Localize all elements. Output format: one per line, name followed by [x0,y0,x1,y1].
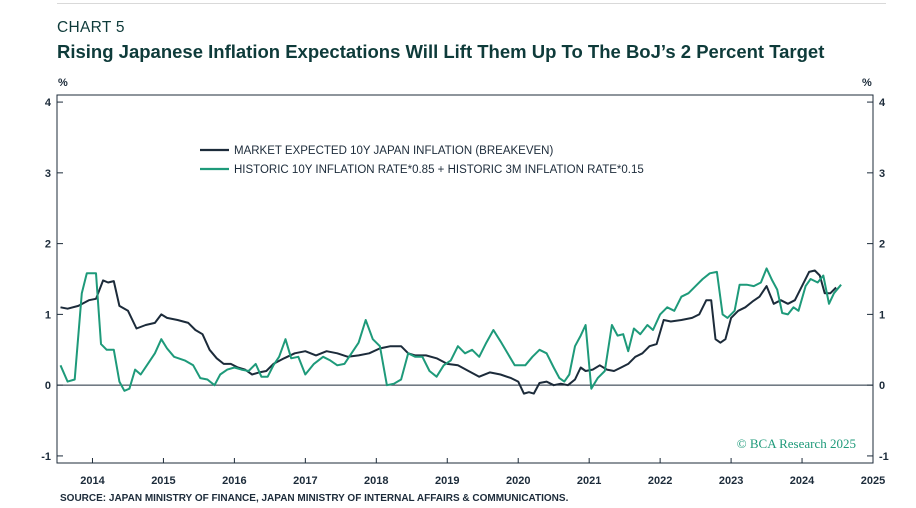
chart-title: Rising Japanese Inflation Expectations W… [57,41,825,62]
y-tick-label-left: -1 [41,451,51,463]
x-tick-label: 2018 [364,475,388,487]
y-tick-label-right: 1 [879,309,885,321]
x-tick-label: 2015 [151,475,175,487]
y-tick-label-left: 0 [45,380,51,392]
y-tick-label-right: 4 [879,97,886,109]
series-line-breakeven [60,269,837,395]
x-tick-label: 2020 [506,475,530,487]
legend-label-breakeven: MARKET EXPECTED 10Y JAPAN INFLATION (BRE… [234,145,553,157]
top-rule [57,3,886,4]
x-tick-label: 2017 [293,475,317,487]
x-tick-label: 2025 [861,475,885,487]
plot-frame [56,94,874,464]
series-lines [59,267,842,395]
y-tick-label-left: 4 [45,97,52,109]
x-tick-label: 2024 [790,475,815,487]
y-axis-ticks: -1 -1 0 0 1 1 2 2 3 3 4 4 [41,97,889,463]
x-tick-label: 2019 [435,475,459,487]
x-tick-label: 2021 [577,475,601,487]
source-note: SOURCE: JAPAN MINISTRY OF FINANCE, JAPAN… [60,493,569,504]
x-tick-label: 2023 [719,475,743,487]
plot-border [56,94,874,464]
y-axis-unit-left: % [58,77,68,89]
series-line-historic [59,267,842,392]
y-tick-label-left: 2 [45,239,51,251]
chart-number-label: CHART 5 [57,19,125,36]
y-tick-label-left: 1 [45,309,51,321]
x-axis-ticks: 2014 2015 2016 2017 2018 2019 2020 2021 2022 2023… [80,458,885,487]
y-tick-label-right: 0 [879,380,885,392]
x-tick-label: 2022 [648,475,672,487]
x-tick-label: 2016 [222,475,246,487]
legend: MARKET EXPECTED 10Y JAPAN INFLATION (BRE… [200,145,644,176]
watermark: © BCA Research 2025 [737,436,856,451]
y-tick-label-right: 2 [879,239,885,251]
y-tick-label-left: 3 [45,168,51,180]
y-axis-unit-right: % [862,77,872,89]
y-tick-label-right: -1 [879,451,889,463]
x-tick-label: 2014 [80,475,105,487]
y-tick-label-right: 3 [879,168,885,180]
legend-label-historic: HISTORIC 10Y INFLATION RATE*0.85 + HISTO… [234,164,644,176]
